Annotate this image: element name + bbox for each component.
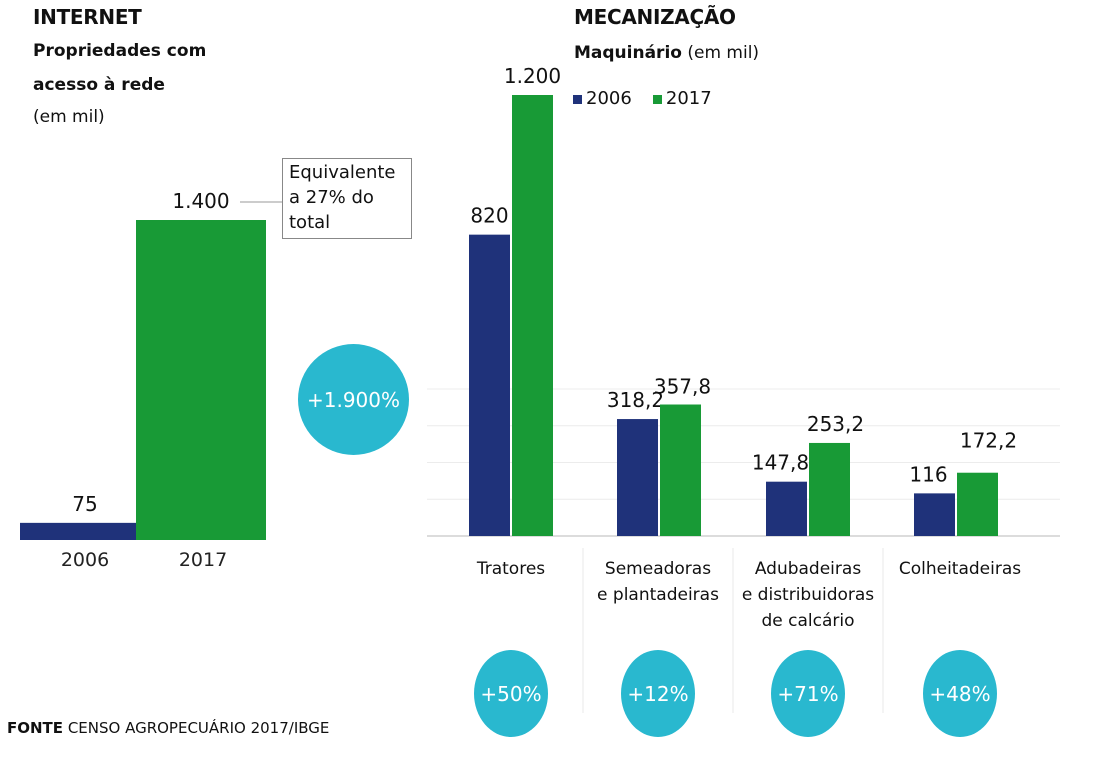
mecanizacao-unit: (em mil) — [687, 43, 760, 63]
source-label: FONTE — [7, 719, 64, 737]
internet-chart: 75 1.400 2006 2017 — [20, 189, 282, 571]
internet-title: INTERNET — [33, 5, 142, 29]
value-label-2006-1: 318,2 — [607, 388, 664, 412]
mecanizacao-title: MECANIZAÇÃO — [574, 5, 736, 29]
legend-label-2017: 2017 — [665, 88, 712, 109]
legend-item-2017: 2017 — [652, 88, 712, 109]
internet-growth-badge: +1.900% — [298, 344, 409, 455]
category-label-line: de calcário — [761, 611, 855, 631]
value-label-2006-0: 820 — [470, 204, 508, 228]
mecanizacao-subtitle-text: Maquinário — [574, 43, 682, 63]
legend: 2006 2017 — [573, 88, 728, 109]
legend-swatch-2017 — [652, 94, 662, 104]
legend-swatch-2006 — [573, 94, 582, 104]
category-label-line: e distribuidoras — [741, 585, 875, 605]
bar-internet-2006 — [20, 522, 136, 540]
category-label-1: Semeadoras e plantadeiras — [583, 556, 733, 608]
internet-subtitle-line2: acesso à rede — [33, 75, 165, 95]
internet-subtitle-line1: Propriedades com — [33, 41, 207, 61]
legend-label-2006: 2006 — [586, 88, 632, 109]
bar-2017-1 — [660, 404, 701, 536]
category-label-line: Adubadeiras — [754, 559, 862, 579]
mecanizacao-subtitle: Maquinário (em mil) — [574, 43, 759, 63]
bar-internet-2017 — [136, 220, 266, 540]
value-label-internet-2006: 75 — [72, 492, 97, 516]
bar-2006-1 — [617, 419, 658, 536]
legend-item-2006: 2006 — [573, 88, 632, 109]
growth-badge-1: +12% — [621, 650, 695, 737]
annotation-line1: Equivalente — [289, 162, 396, 183]
value-label-2017-2: 253,2 — [807, 412, 864, 436]
tick-label-2006: 2006 — [61, 549, 109, 571]
bar-2006-0 — [469, 234, 510, 536]
bar-2017-2 — [809, 442, 850, 536]
category-label-line: Colheitadeiras — [898, 559, 1022, 579]
category-label-2: Adubadeiras e distribuidoras de calcário — [733, 556, 883, 634]
growth-badge-0: +50% — [474, 650, 548, 737]
category-label-line: Tratores — [476, 559, 546, 579]
bar-2006-3 — [914, 493, 955, 536]
category-label-0: Tratores — [436, 556, 586, 582]
bar-2017-0 — [512, 95, 553, 536]
bar-2006-2 — [766, 481, 807, 536]
growth-badge-3: +48% — [923, 650, 997, 737]
value-label-2006-3: 116 — [909, 462, 947, 486]
value-label-2017-1: 357,8 — [654, 375, 711, 399]
value-label-2017-3: 172,2 — [960, 429, 1017, 453]
internet-unit: (em mil) — [33, 107, 105, 127]
value-label-internet-2017: 1.400 — [172, 189, 229, 213]
source-footer: FONTE CENSO AGROPECUÁRIO 2017/IBGE — [7, 719, 329, 737]
tick-label-2017: 2017 — [179, 549, 227, 571]
category-label-3: Colheitadeiras — [885, 556, 1035, 582]
annotation-box: Equivalente a 27% do total — [282, 158, 412, 239]
value-label-2017-0: 1.200 — [504, 64, 561, 88]
annotation-line2: a 27% do — [289, 187, 374, 208]
annotation-line3: total — [289, 212, 331, 233]
category-label-line: e plantadeiras — [597, 585, 719, 605]
value-label-2006-2: 147,8 — [752, 451, 809, 475]
category-label-line: Semeadoras — [604, 559, 712, 579]
source-text: CENSO AGROPECUÁRIO 2017/IBGE — [67, 719, 330, 737]
bar-2017-3 — [957, 472, 998, 536]
growth-badge-2: +71% — [771, 650, 845, 737]
